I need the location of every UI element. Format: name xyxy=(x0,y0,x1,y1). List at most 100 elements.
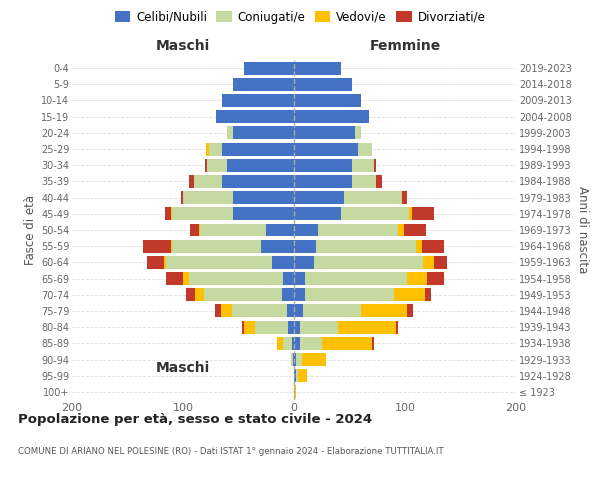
Bar xyxy=(423,256,434,269)
Y-axis label: Fasce di età: Fasce di età xyxy=(23,195,37,265)
Bar xyxy=(294,191,344,204)
Bar xyxy=(355,126,361,140)
Bar xyxy=(344,191,401,204)
Bar xyxy=(294,369,296,382)
Bar xyxy=(296,353,302,366)
Bar xyxy=(374,159,376,172)
Bar xyxy=(425,288,431,301)
Bar xyxy=(206,142,209,156)
Bar xyxy=(294,337,299,350)
Bar xyxy=(314,256,423,269)
Bar xyxy=(305,288,394,301)
Bar xyxy=(407,304,413,318)
Bar xyxy=(416,240,422,252)
Bar xyxy=(361,304,407,318)
Bar xyxy=(407,272,427,285)
Bar xyxy=(401,191,407,204)
Bar xyxy=(298,369,307,382)
Bar xyxy=(287,304,294,318)
Bar xyxy=(233,78,294,91)
Bar xyxy=(294,386,296,398)
Bar xyxy=(409,208,412,220)
Text: Maschi: Maschi xyxy=(156,362,210,376)
Bar xyxy=(294,94,361,107)
Bar xyxy=(412,208,434,220)
Bar xyxy=(227,159,294,172)
Bar xyxy=(294,78,352,91)
Bar xyxy=(282,288,294,301)
Bar xyxy=(165,208,171,220)
Bar xyxy=(261,240,294,252)
Bar xyxy=(172,208,233,220)
Bar xyxy=(352,175,376,188)
Bar xyxy=(183,272,188,285)
Bar xyxy=(205,159,208,172)
Bar xyxy=(352,159,374,172)
Bar xyxy=(266,224,294,236)
Bar xyxy=(422,240,444,252)
Bar xyxy=(195,288,204,301)
Bar xyxy=(171,240,172,252)
Legend: Celibi/Nubili, Coniugati/e, Vedovi/e, Divorziati/e: Celibi/Nubili, Coniugati/e, Vedovi/e, Di… xyxy=(110,6,490,28)
Bar xyxy=(341,208,409,220)
Bar xyxy=(222,142,294,156)
Bar xyxy=(294,353,296,366)
Text: Maschi: Maschi xyxy=(156,39,210,53)
Bar xyxy=(215,304,221,318)
Bar xyxy=(233,191,294,204)
Bar xyxy=(294,240,316,252)
Bar xyxy=(434,256,447,269)
Bar xyxy=(233,126,294,140)
Bar xyxy=(427,272,444,285)
Bar xyxy=(294,159,352,172)
Bar xyxy=(222,94,294,107)
Y-axis label: Anni di nascita: Anni di nascita xyxy=(576,186,589,274)
Text: Popolazione per età, sesso e stato civile - 2024: Popolazione per età, sesso e stato civil… xyxy=(18,412,372,426)
Bar xyxy=(404,224,426,236)
Bar xyxy=(294,126,355,140)
Bar xyxy=(217,110,294,123)
Bar xyxy=(221,304,232,318)
Bar xyxy=(305,272,407,285)
Bar xyxy=(294,288,305,301)
Bar xyxy=(394,288,425,301)
Bar xyxy=(294,224,319,236)
Bar xyxy=(272,256,294,269)
Bar xyxy=(183,191,233,204)
Bar xyxy=(293,353,294,366)
Bar xyxy=(372,337,374,350)
Bar xyxy=(222,175,294,188)
Bar xyxy=(190,224,199,236)
Bar xyxy=(283,272,294,285)
Bar xyxy=(194,175,222,188)
Bar xyxy=(302,353,326,366)
Bar xyxy=(148,256,164,269)
Bar xyxy=(398,224,404,236)
Bar xyxy=(204,288,282,301)
Bar xyxy=(143,240,171,252)
Bar xyxy=(188,175,194,188)
Bar xyxy=(319,224,398,236)
Bar xyxy=(294,208,341,220)
Bar xyxy=(322,337,372,350)
Bar xyxy=(244,320,255,334)
Bar xyxy=(283,337,292,350)
Bar xyxy=(303,304,361,318)
Bar xyxy=(294,110,370,123)
Bar xyxy=(294,320,299,334)
Bar xyxy=(164,256,166,269)
Bar xyxy=(299,337,322,350)
Bar xyxy=(242,320,244,334)
Bar xyxy=(294,304,303,318)
Bar xyxy=(338,320,396,334)
Bar xyxy=(296,369,298,382)
Bar xyxy=(199,224,200,236)
Bar xyxy=(277,337,283,350)
Bar xyxy=(290,353,293,366)
Bar xyxy=(233,208,294,220)
Bar xyxy=(396,320,398,334)
Bar xyxy=(187,288,195,301)
Bar xyxy=(255,320,289,334)
Bar xyxy=(209,142,222,156)
Bar xyxy=(172,240,261,252)
